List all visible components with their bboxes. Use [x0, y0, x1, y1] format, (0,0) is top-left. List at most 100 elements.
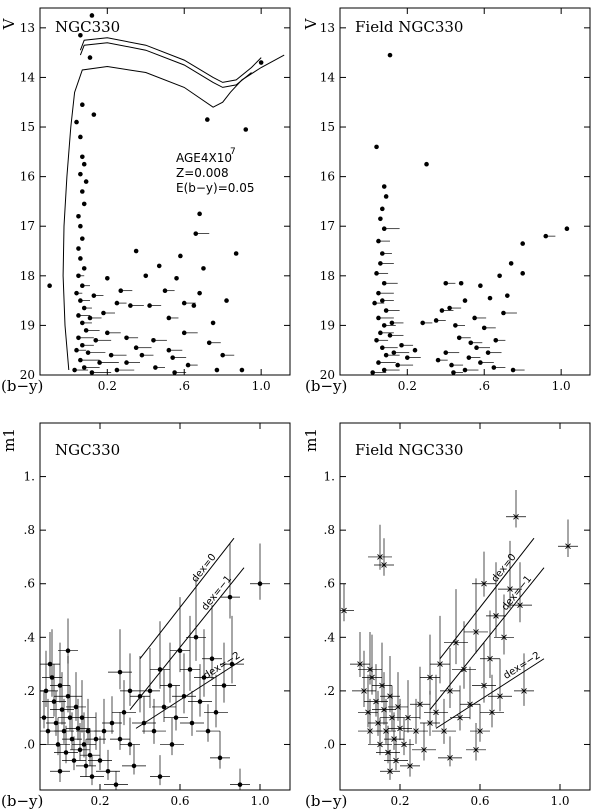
data-point: [80, 320, 85, 326]
data-point: [181, 300, 187, 306]
data-point: [81, 161, 87, 167]
y-tick-label: 13: [320, 21, 335, 35]
data-point: [380, 251, 385, 256]
data-point: [151, 337, 156, 343]
data-point: [441, 728, 447, 734]
plot-frame: [339, 7, 591, 376]
panel-title: Field NGC330: [355, 441, 463, 459]
data-point: [114, 367, 120, 373]
plot-frame: [39, 7, 291, 376]
y-tick-label: 19: [320, 318, 335, 332]
data-point: [489, 709, 495, 716]
data-point: [147, 303, 152, 308]
data-point: [78, 256, 83, 261]
data-point: [93, 337, 99, 343]
data-point: [468, 340, 474, 346]
data-point: [227, 594, 233, 600]
age-annotation: AGE4X10: [176, 151, 232, 165]
data-point: [564, 226, 570, 231]
data-point: [80, 236, 85, 241]
data-point: [80, 154, 85, 160]
y-tick-label: 17: [20, 219, 35, 233]
data-point: [78, 171, 83, 177]
data-point: [367, 666, 373, 673]
data-point: [565, 543, 571, 550]
data-point: [474, 345, 479, 351]
data-point: [156, 263, 162, 269]
data-point: [83, 328, 89, 333]
x-axis-label: (b−y): [1, 377, 43, 395]
data-point: [361, 688, 367, 694]
data-point: [51, 699, 57, 704]
data-point: [105, 768, 111, 774]
data-point: [449, 362, 454, 368]
data-point: [91, 112, 97, 117]
data-point: [462, 298, 468, 303]
y-tick-label: .4: [24, 630, 36, 644]
data-point: [185, 362, 191, 368]
data-point: [214, 367, 220, 373]
data-point: [206, 340, 212, 346]
data-point: [224, 298, 229, 303]
data-point: [466, 355, 472, 360]
data-point: [85, 350, 91, 355]
data-point: [167, 683, 173, 688]
y-axis-label: m1: [0, 428, 18, 452]
data-point: [97, 758, 103, 763]
data-point: [412, 347, 418, 353]
data-point: [81, 266, 87, 271]
data-point: [114, 300, 120, 306]
data-point: [166, 315, 172, 321]
data-point: [487, 295, 493, 301]
data-point: [443, 350, 449, 355]
cc-field-panel: Field NGC330 m1 (b−y) 0.2 0.6 1.0 .0 .2 .4 .6.…: [302, 422, 591, 810]
data-point: [447, 305, 452, 311]
data-point: [201, 266, 206, 271]
data-point: [124, 335, 129, 341]
data-point: [74, 119, 79, 125]
data-point: [133, 248, 139, 254]
data-point: [78, 223, 83, 229]
data-point: [372, 300, 377, 306]
data-point: [456, 335, 462, 341]
data-point: [413, 728, 419, 734]
data-point: [420, 320, 425, 326]
data-point: [133, 345, 139, 351]
x-tick-label: .6: [479, 379, 490, 393]
data-point: [83, 179, 89, 184]
x-tick-label: 1.0: [250, 794, 269, 808]
y-tick-label: .0: [324, 737, 335, 751]
data-point: [177, 648, 183, 654]
y-tick-label: 1.: [324, 470, 335, 484]
y-tick-label: 19: [20, 318, 35, 332]
metallicity-line-label: dex=−1: [500, 574, 534, 613]
data-point: [127, 742, 133, 747]
data-point: [220, 352, 225, 358]
data-point: [477, 728, 483, 734]
isochrone-curves: [62, 37, 285, 371]
data-point: [221, 683, 227, 688]
data-point: [478, 283, 483, 289]
x-tick-label: .6: [179, 379, 190, 393]
data-point: [127, 688, 133, 694]
data-point: [417, 701, 423, 708]
data-point: [451, 370, 456, 375]
data-point: [481, 325, 487, 331]
data-point: [377, 554, 383, 560]
data-point: [378, 216, 383, 222]
x-tick-label: 1.0: [252, 379, 271, 393]
data-point: [405, 355, 410, 360]
data-point: [81, 305, 87, 311]
data-point: [505, 293, 510, 298]
y-tick-label: .2: [324, 684, 335, 698]
data-point: [169, 742, 175, 747]
data-point: [380, 206, 385, 212]
axis-ticks: 0.2 .6 1.0 13 14 15 16 17 18 19 20: [20, 8, 290, 393]
data-point: [374, 271, 379, 276]
data-point: [381, 226, 387, 231]
data-point: [105, 330, 110, 336]
data-point: [174, 275, 179, 281]
data-point: [65, 648, 71, 654]
isochrone-upper: [79, 37, 262, 83]
